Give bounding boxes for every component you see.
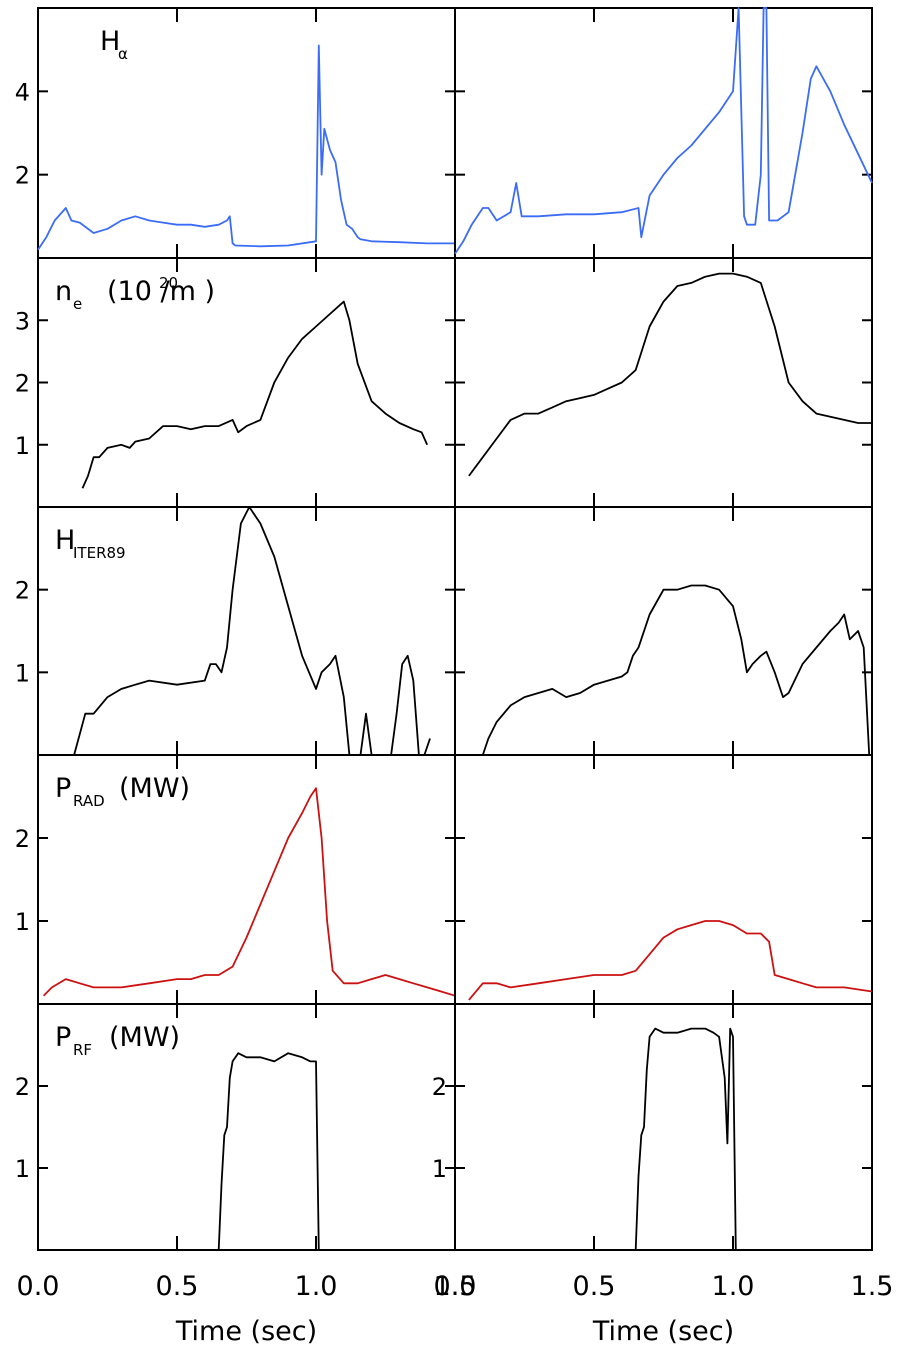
x-axis-title: Time (sec) bbox=[175, 1316, 317, 1347]
y-tick-label: 1 bbox=[432, 1155, 447, 1183]
y-tick-label: 2 bbox=[15, 370, 30, 398]
x-tick-label: 0.0 bbox=[434, 1271, 477, 1302]
y-tick-label: 2 bbox=[15, 1073, 30, 1101]
panel-label-prf: P RF (MW) bbox=[55, 1022, 180, 1059]
panel-label-ne: n e (10 /m )20 bbox=[55, 274, 215, 313]
panel-prf-right: 12 bbox=[432, 1003, 873, 1251]
panel-frame bbox=[37, 1003, 456, 1251]
panel-label-main: P bbox=[55, 1022, 71, 1053]
panel-frame bbox=[454, 1003, 873, 1251]
series-line-prad-left bbox=[42, 787, 456, 997]
panel-label-main: P bbox=[55, 773, 71, 804]
x-tick-label: 0.0 bbox=[17, 1271, 60, 1302]
y-tick-label: 2 bbox=[15, 577, 30, 605]
panel-frame bbox=[454, 754, 873, 1005]
panel-label-main: H bbox=[100, 26, 120, 57]
y-tick-label: 2 bbox=[15, 162, 30, 190]
panel-label-subscript: e bbox=[73, 295, 82, 313]
series-line-halpha-left bbox=[37, 44, 455, 251]
panel-label-halpha: Hα bbox=[100, 26, 128, 63]
series-line-ne-left bbox=[81, 300, 429, 489]
panel-prad-left: 1 2P RAD (MW) bbox=[15, 754, 456, 1005]
x-tick-label: 1.5 bbox=[851, 1271, 894, 1302]
panel-label-main: H bbox=[55, 525, 75, 556]
y-tick-label: 1 bbox=[15, 1155, 30, 1183]
panel-prf-left: 12P RF (MW) bbox=[15, 1003, 456, 1251]
panel-frame bbox=[454, 506, 873, 756]
y-tick-label: 1 bbox=[15, 908, 30, 936]
series-line-halpha-right bbox=[454, 7, 873, 255]
x-tick-label: 0.5 bbox=[573, 1271, 616, 1302]
panel-hiter-right bbox=[454, 506, 873, 756]
y-tick-label: 1 bbox=[15, 659, 30, 687]
x-axis-title: Time (sec) bbox=[592, 1316, 734, 1347]
panel-label-superscript: 20 bbox=[159, 274, 178, 292]
series-line-prf-left bbox=[217, 1052, 320, 1251]
panel-label-main: n bbox=[55, 276, 72, 307]
x-tick-label: 1.5 bbox=[434, 1271, 477, 1302]
panel-label-subscript: RAD bbox=[73, 792, 105, 810]
panel-halpha-left: 2 4 Hα bbox=[15, 7, 456, 259]
x-tick-label: 1.0 bbox=[295, 1271, 338, 1302]
panel-label-units: (MW) bbox=[109, 1022, 180, 1053]
panel-label-units: (10 /m ) bbox=[107, 276, 215, 307]
y-tick-label: 2 bbox=[15, 825, 30, 853]
panel-ne-left: 1 2 3n e (10 /m )20 bbox=[15, 257, 456, 508]
series-line-prad-right bbox=[468, 920, 873, 1001]
series-line-hiter-left bbox=[73, 506, 431, 756]
x-tick-label: 1.0 bbox=[712, 1271, 755, 1302]
panel-halpha-right bbox=[454, 7, 873, 259]
panel-label-subscript: RF bbox=[73, 1041, 92, 1059]
panel-frame bbox=[454, 7, 873, 259]
panel-frame bbox=[454, 257, 873, 508]
y-tick-label: 2 bbox=[432, 1073, 447, 1101]
panel-label-subscript: ITER89 bbox=[73, 544, 126, 562]
y-tick-label: 1 bbox=[15, 432, 30, 460]
series-line-prf-right bbox=[634, 1027, 737, 1251]
y-tick-label: 4 bbox=[15, 78, 30, 106]
series-line-ne-right bbox=[468, 272, 872, 477]
panel-prad-right bbox=[454, 754, 873, 1005]
x-tick-label: 0.5 bbox=[156, 1271, 199, 1302]
panel-frame bbox=[37, 257, 456, 508]
panel-label-subscript: α bbox=[118, 45, 128, 63]
x-axis-labels: 0.0 0.5 1.0 1.5 Time (sec) 0.0 0.5 1.0 1.5 Time (… bbox=[17, 1271, 894, 1347]
y-tick-label: 3 bbox=[15, 307, 30, 335]
panel-label-prad: P RAD (MW) bbox=[55, 773, 190, 810]
panel-label-units: (MW) bbox=[119, 773, 190, 804]
series-line-hiter-right bbox=[481, 584, 871, 756]
panel-ne-right bbox=[454, 257, 873, 508]
